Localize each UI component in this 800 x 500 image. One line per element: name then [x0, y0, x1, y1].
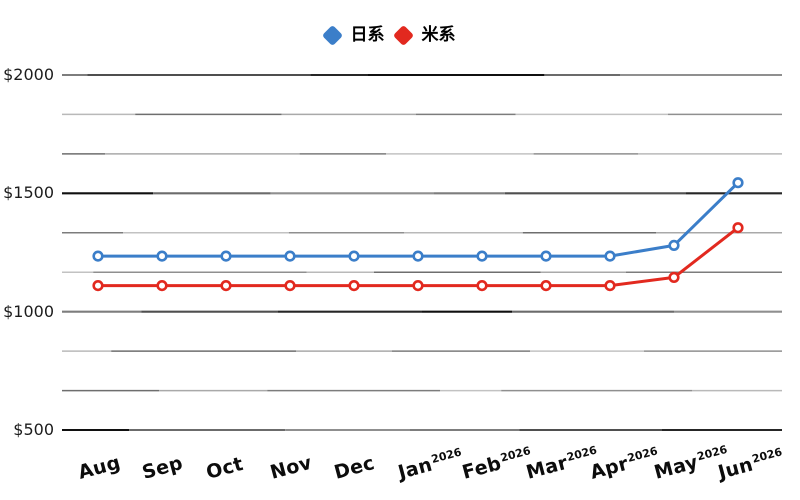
data-point	[668, 271, 680, 284]
data-point	[220, 250, 232, 262]
data-point	[220, 280, 232, 292]
legend-label: 日系	[350, 25, 385, 45]
data-point	[348, 280, 360, 292]
data-point	[540, 280, 552, 292]
data-point	[348, 250, 360, 262]
data-point	[540, 250, 552, 262]
data-point	[156, 280, 168, 292]
diamond-marker-icon	[321, 24, 343, 47]
data-point	[284, 280, 296, 292]
diamond-marker-icon	[392, 24, 414, 47]
data-point	[412, 250, 424, 262]
data-point	[476, 250, 488, 262]
data-point	[476, 280, 488, 292]
data-point	[668, 239, 680, 251]
data-point	[156, 250, 168, 262]
data-point	[732, 222, 744, 234]
data-point	[412, 280, 424, 292]
data-point	[284, 250, 296, 262]
data-point	[92, 280, 104, 292]
data-point	[604, 250, 616, 262]
data-point	[604, 280, 616, 292]
data-point	[732, 177, 744, 189]
legend: 日系 米系	[0, 24, 790, 47]
legend-item-japan-series[interactable]: 日系	[321, 24, 385, 47]
legend-label: 米系	[421, 25, 456, 45]
data-point	[92, 250, 104, 262]
legend-item-us-series[interactable]: 米系	[392, 24, 456, 47]
